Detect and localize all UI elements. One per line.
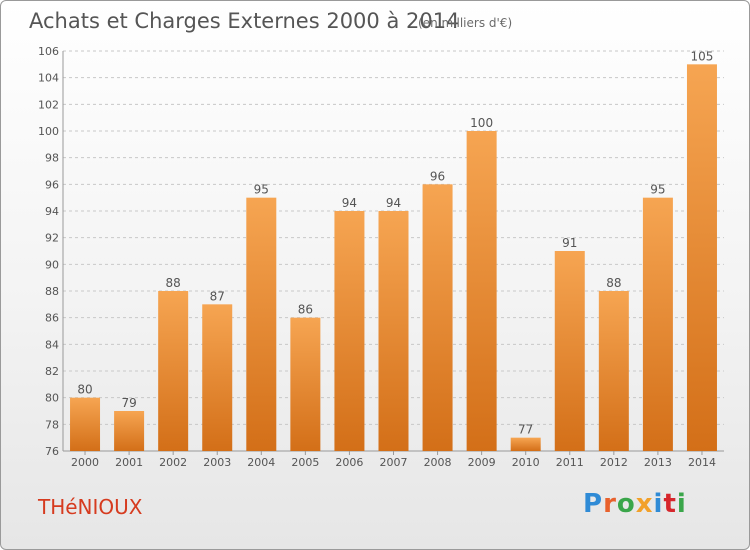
x-tick-label: 2002 <box>159 456 187 469</box>
data-label: 79 <box>121 396 136 410</box>
x-tick-label: 2010 <box>512 456 540 469</box>
logo-letter: r <box>603 489 617 519</box>
logo-letter: i <box>676 489 687 519</box>
data-label: 86 <box>298 303 313 317</box>
y-tick-label: 82 <box>45 365 59 378</box>
bar-2014 <box>686 64 717 452</box>
x-tick-label: 2003 <box>203 456 231 469</box>
y-tick-label: 104 <box>38 72 59 85</box>
bar-2008 <box>422 184 453 452</box>
y-tick-label: 100 <box>38 125 59 138</box>
logo-letter: P <box>583 489 604 519</box>
bar-2007 <box>378 211 409 451</box>
bar-2012 <box>598 291 629 451</box>
data-label: 95 <box>254 183 269 197</box>
bar-2002 <box>158 291 189 451</box>
bar-2006 <box>334 211 365 451</box>
x-tick-label: 2005 <box>291 456 319 469</box>
logo-letter: x <box>635 489 654 519</box>
data-label: 91 <box>562 236 577 250</box>
y-tick-label: 106 <box>38 45 59 58</box>
data-label: 96 <box>430 169 445 183</box>
logo-letter: t <box>663 489 677 519</box>
data-label: 88 <box>166 276 181 290</box>
x-tick-label: 2006 <box>335 456 363 469</box>
bar-2001 <box>114 411 145 451</box>
data-label: 80 <box>77 383 92 397</box>
y-tick-label: 96 <box>45 178 59 191</box>
logo-letter: i <box>653 489 664 519</box>
y-tick-label: 78 <box>45 418 59 431</box>
y-tick-label: 92 <box>45 232 59 245</box>
x-tick-label: 2012 <box>600 456 628 469</box>
bar-2005 <box>290 317 321 451</box>
data-labels: 80 79 88 87 95 86 94 94 96 100 77 91 88 95 105 <box>77 49 713 436</box>
x-tick-label: 2013 <box>644 456 672 469</box>
data-label: 100 <box>470 116 493 130</box>
bars <box>70 64 717 452</box>
town-name: THéNIOUX <box>38 495 143 519</box>
y-tick-label: 90 <box>45 258 59 271</box>
bar-2010 <box>510 437 541 451</box>
data-label: 77 <box>518 423 533 437</box>
x-tick-label: 2011 <box>556 456 584 469</box>
y-tick-label: 80 <box>45 392 59 405</box>
bar-2011 <box>554 251 585 451</box>
bar-2000 <box>70 397 101 451</box>
x-tick-label: 2000 <box>71 456 99 469</box>
y-tick-label: 88 <box>45 285 59 298</box>
data-label: 94 <box>386 196 401 210</box>
y-tick-label: 84 <box>45 338 59 351</box>
chart-title: Achats et Charges Externes 2000 à 2014 <box>29 9 460 33</box>
x-tick-label: 2004 <box>247 456 275 469</box>
chart-subtitle: (en milliers d'€) <box>418 16 513 30</box>
y-tick-label: 86 <box>45 312 59 325</box>
bar-2013 <box>642 197 673 451</box>
x-tick-label: 2007 <box>380 456 408 469</box>
data-label: 94 <box>342 196 357 210</box>
data-label: 87 <box>210 289 225 303</box>
x-tick-label: 2014 <box>688 456 716 469</box>
logo-letter: o <box>616 489 636 519</box>
bar-2009 <box>466 131 497 451</box>
data-label: 105 <box>691 49 714 63</box>
y-tick-label: 98 <box>45 152 59 165</box>
x-tick-label: 2009 <box>468 456 496 469</box>
x-tick-label: 2008 <box>424 456 452 469</box>
bar-2003 <box>202 304 233 451</box>
y-tick-label: 102 <box>38 98 59 111</box>
data-label: 95 <box>650 183 665 197</box>
y-tick-label: 94 <box>45 205 59 218</box>
proxiti-logo[interactable]: Proxiti <box>583 489 687 519</box>
x-tick-label: 2001 <box>115 456 143 469</box>
data-label: 88 <box>606 276 621 290</box>
axes: 76 78 80 82 84 86 88 90 92 94 96 98 100 102 104 106 2000… <box>38 45 724 469</box>
bar-2004 <box>246 197 277 451</box>
y-tick-label: 76 <box>45 445 59 458</box>
